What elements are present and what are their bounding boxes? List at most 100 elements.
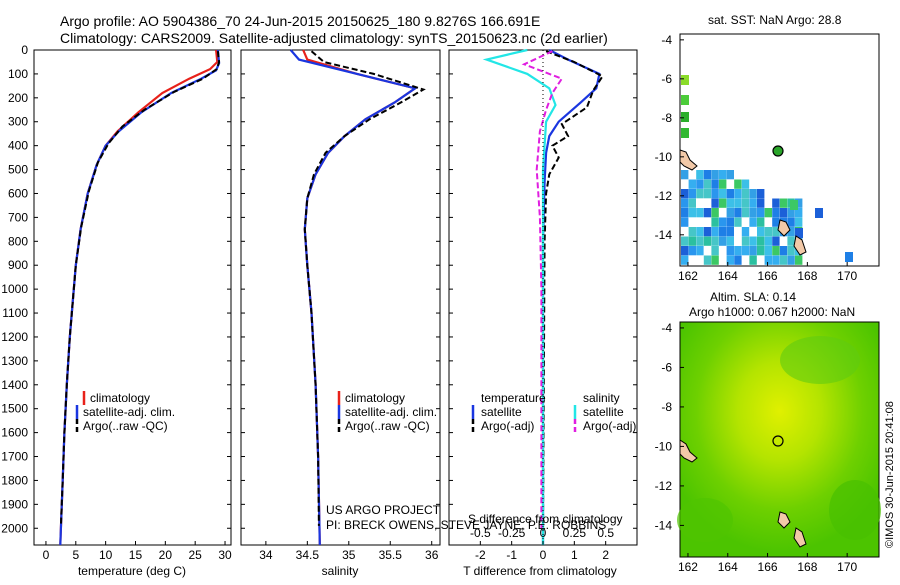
depth-tick-label: 100 [8,67,28,81]
map-y-tick-label: -4 [661,33,672,47]
map-y-tick-label: -6 [661,72,672,86]
series-line-argo-raw-qc- [59,51,221,526]
temperature-x-tick-label: 30 [218,548,232,562]
sst-cell [772,246,780,256]
sst-cell [757,217,765,227]
depth-axis: 0 100 200 300 400 500 600 700 800 900 1000 1100 1200… [1,43,637,535]
difference-t-tick-label: -1 [506,548,517,562]
sst-cell [734,198,742,208]
x-axis-ticks: 0 5 10 15 20 25 30 34 34.5 35 35.5 36 -2 -1 0 1 2 -0.5 -0.… [43,526,615,562]
sst-cell [696,227,704,237]
sst-cell [734,246,742,256]
sst-cell [772,227,780,237]
legend-temp-satellite-label: satellite [481,405,522,419]
sst-cell [764,208,772,218]
sst-cell [779,198,788,208]
depth-tick-label: 1300 [1,354,28,368]
difference-s-tick-label: 0.5 [597,526,614,540]
sst-cell [703,208,712,218]
sst-cell [726,246,734,256]
sst-cell [711,198,719,208]
sst-cell [696,189,704,199]
map-x-tick-label: 164 [718,269,738,283]
series-line-salinity-argo-adj- [521,50,564,529]
sst-cell [772,236,780,246]
sst-cell [787,236,795,246]
depth-tick-label: 1100 [2,306,28,320]
sst-cell [779,246,788,256]
island-shape [777,511,791,529]
difference-s-tick-label: -0.25 [498,526,526,540]
sst-cell [734,189,742,199]
difference-s-tick-label: -0.5 [470,526,491,540]
temperature-x-tick-label: 10 [99,548,113,562]
map-y-tick-label: -12 [655,479,673,493]
map-x-tick-label: 162 [678,269,698,283]
temperature-x-tick-label: 25 [189,548,203,562]
sst-cell [703,189,712,199]
difference-lines [482,48,604,545]
series-line-salinity-satellite [482,48,557,545]
sst-cell [696,179,704,189]
depth-tick-label: 1500 [1,402,28,416]
sst-cell [749,208,757,218]
sst-cell [703,170,712,180]
sst-map-title: sat. SST: NaN Argo: 28.8 [708,13,842,27]
sst-cell [688,179,696,189]
legend-satellite-label: satellite-adj. clim. [83,405,175,419]
map-y-tick-label: -14 [655,228,673,242]
sst-cell [688,198,696,208]
sst-cell [741,208,750,218]
legend-temperature-title: temperature [481,391,546,405]
credits-line2: PI: BRECK OWENS, STEVE JAYNE, P.E. ROBBI… [326,518,606,532]
sst-map-axes: -4 -6 -8 -10 -12 -14 162 164 166 168 170 [655,33,858,283]
sst-cell [815,208,823,218]
map-y-tick-label: -12 [655,189,673,203]
sst-cell [741,246,750,256]
temperature-x-tick-label: 5 [72,548,79,562]
island-shape [793,235,807,256]
temperature-panel-frame [33,49,232,546]
sst-map [679,33,880,267]
sst-cell [741,198,750,208]
map-x-tick-label: 166 [758,560,778,574]
difference-t-tick-label: -2 [475,548,486,562]
depth-tick-label: 1400 [1,378,28,392]
sst-cell [696,170,704,180]
sst-cell [688,208,696,218]
island-shape [679,439,698,463]
sst-cell [734,217,742,227]
sst-cell [734,255,742,265]
sst-cell [719,189,727,199]
island-shape [679,149,698,171]
depth-tick-label: 1600 [1,426,28,440]
sst-cell [779,255,788,265]
map-y-tick-label: -10 [655,439,673,453]
sla-low-patch [780,336,860,384]
sst-cell [726,189,734,199]
map-x-tick-label: 170 [837,269,857,283]
sst-cell [787,227,795,237]
sst-cell [688,189,696,199]
legend-sal-satellite-label: satellite [583,405,624,419]
temperature-x-tick-label: 20 [159,548,173,562]
legend-sal-argo-label: Argo(-adj) [583,419,636,433]
sst-cell [681,217,689,227]
island-shape [793,527,807,548]
legend-satellite-label: satellite-adj. clim. [345,405,437,419]
sst-cell [787,255,795,265]
sst-cell [681,128,689,138]
argo-float-marker [772,145,784,157]
sst-cell [764,227,772,237]
difference-s-tick-label: 0 [540,526,547,540]
legend-salinity-title: salinity [583,391,620,405]
map-x-tick-label: 168 [797,269,817,283]
salinity-x-tick-label: 35.5 [379,548,403,562]
difference-xlabel-top: S difference from climatology [468,512,623,526]
sst-cell [726,170,734,180]
map-y-tick-label: -14 [655,518,673,532]
sst-cell [734,179,742,189]
salinity-xlabel: salinity [322,564,359,578]
sst-cell [772,198,780,208]
map-y-tick-label: -4 [661,321,672,335]
